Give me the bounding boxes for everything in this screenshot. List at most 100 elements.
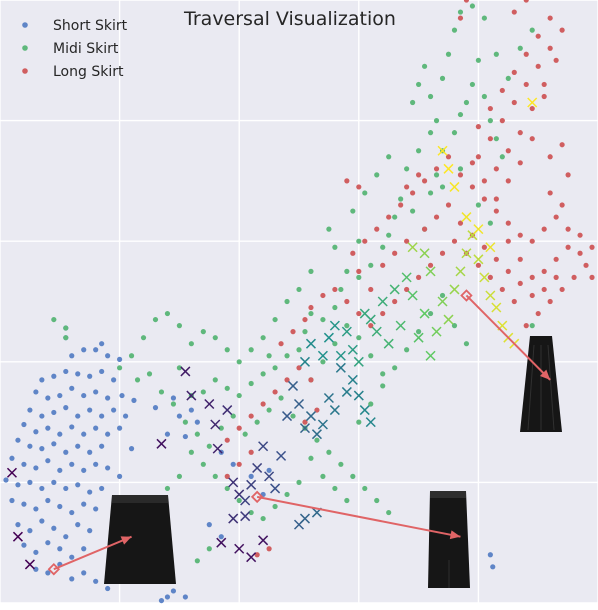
point-long-skirt [541, 226, 547, 232]
point-long-skirt [493, 208, 499, 214]
x-stroke [419, 248, 430, 259]
point-long-skirt [451, 238, 458, 244]
x-stroke [383, 338, 394, 349]
point-traversal [228, 513, 239, 524]
point-short-skirt [39, 377, 45, 383]
point-long-skirt [368, 323, 374, 329]
point-long-skirt [308, 304, 314, 311]
point-long-skirt [529, 105, 535, 112]
point-midi-skirt [266, 353, 272, 359]
point-short-skirt [170, 588, 177, 594]
point-midi-skirt [368, 262, 374, 268]
legend-marker-long [22, 68, 28, 74]
point-midi-skirt [320, 473, 326, 479]
point-midi-skirt [308, 268, 314, 274]
point-short-skirt [131, 397, 137, 403]
point-long-skirt [344, 298, 350, 305]
x-stroke [270, 483, 281, 494]
x-stroke [341, 326, 352, 337]
point-short-skirt [158, 597, 165, 604]
short-skirt-image [104, 495, 176, 584]
point-long-skirt [547, 15, 553, 21]
point-midi-skirt [164, 310, 171, 317]
point-traversal [305, 411, 316, 422]
point-midi-skirt [416, 148, 422, 154]
point-midi-skirt [451, 27, 458, 33]
point-long-skirt [374, 226, 380, 232]
point-long-skirt [290, 329, 296, 335]
point-midi-skirt [272, 503, 278, 510]
point-traversal [329, 320, 340, 331]
point-short-skirt [75, 482, 81, 488]
point-short-skirt [93, 389, 99, 395]
point-midi-skirt [404, 166, 410, 172]
point-short-skirt [57, 503, 63, 510]
x-stroke [287, 380, 299, 391]
point-midi-skirt [236, 392, 242, 399]
point-traversal [216, 537, 227, 548]
point-midi-skirt [398, 196, 404, 202]
x-stroke [240, 511, 251, 522]
point-traversal [395, 320, 406, 331]
point-long-skirt [589, 244, 595, 250]
point-midi-skirt [416, 329, 422, 335]
point-short-skirt [45, 458, 51, 464]
point-midi-skirt [475, 57, 481, 63]
point-midi-skirt [344, 497, 350, 504]
point-short-skirt [87, 449, 93, 455]
point-short-skirt [57, 392, 63, 399]
point-short-skirt [81, 431, 87, 437]
x-stroke [377, 296, 388, 307]
point-long-skirt [511, 69, 517, 75]
point-traversal [449, 181, 460, 192]
point-short-skirt [194, 419, 200, 425]
point-long-skirt [392, 298, 398, 305]
legend-label-short: Short Skirt [53, 18, 128, 34]
point-traversal [240, 495, 251, 506]
point-long-skirt [529, 238, 535, 244]
point-midi-skirt [63, 325, 69, 331]
point-short-skirt [69, 353, 75, 359]
point-short-skirt [93, 506, 99, 512]
point-short-skirt [105, 353, 111, 359]
point-midi-skirt [278, 395, 284, 401]
point-long-skirt [517, 256, 523, 262]
point-short-skirt [51, 441, 57, 447]
x-stroke [437, 296, 448, 307]
arrow-head [449, 530, 461, 540]
point-long-skirt [511, 99, 517, 106]
point-traversal [461, 212, 472, 223]
point-traversal [299, 513, 311, 524]
x-stroke [491, 302, 502, 313]
point-short-skirt [99, 443, 105, 449]
point-midi-skirt [63, 335, 69, 341]
x-stroke [419, 308, 430, 319]
skirt-images [104, 336, 562, 588]
point-short-skirt [45, 497, 51, 504]
point-short-skirt [69, 554, 75, 560]
traversal-arrow [47, 535, 132, 576]
point-short-skirt [87, 489, 93, 495]
point-traversal [485, 242, 496, 253]
point-midi-skirt [224, 347, 230, 353]
point-long-skirt [487, 105, 493, 112]
point-long-skirt [565, 226, 571, 232]
x-stroke [443, 314, 454, 325]
arrow-line [53, 535, 132, 571]
point-midi-skirt [182, 419, 188, 425]
point-short-skirt [69, 461, 75, 467]
point-short-skirt [21, 542, 27, 548]
point-short-skirt [63, 368, 69, 375]
point-midi-skirt [439, 75, 446, 81]
series-long-skirt [224, 0, 595, 558]
legend-label-midi: Midi Skirt [53, 41, 119, 57]
point-traversal [276, 450, 287, 461]
point-midi-skirt [457, 111, 464, 118]
legend-marker-midi [22, 45, 28, 51]
point-long-skirt [398, 202, 404, 208]
x-stroke [305, 338, 316, 349]
point-midi-skirt [404, 347, 410, 353]
point-short-skirt [75, 522, 81, 528]
point-long-skirt [517, 130, 523, 136]
point-long-skirt [487, 136, 493, 142]
